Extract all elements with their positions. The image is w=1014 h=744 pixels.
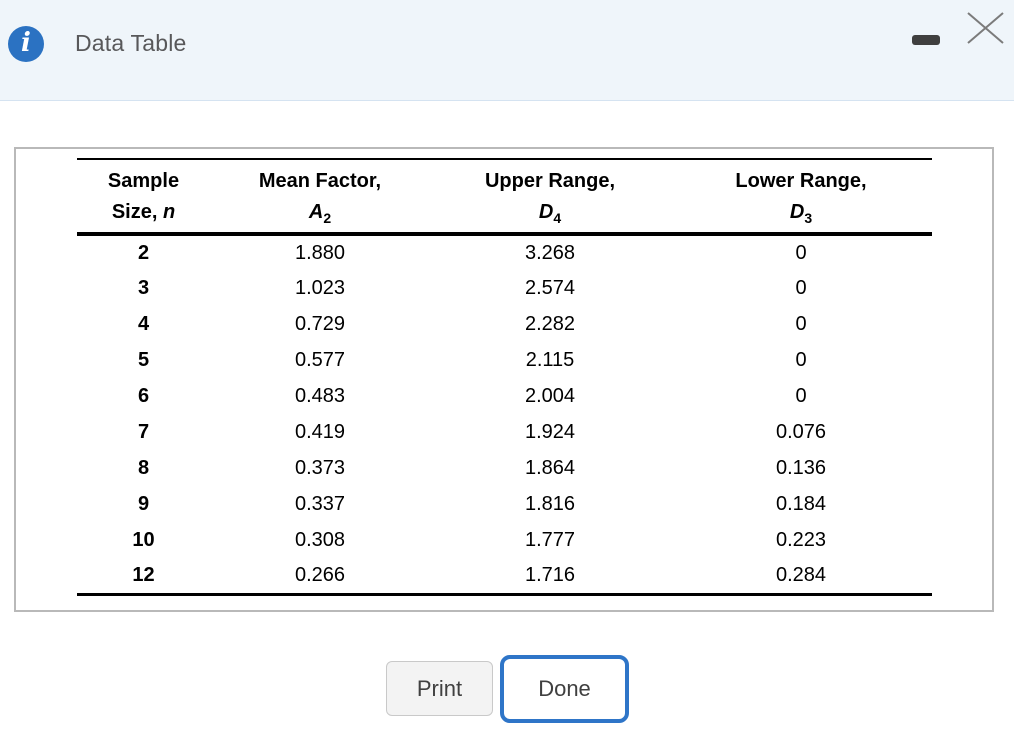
print-button[interactable]: Print [386, 661, 493, 716]
table-row: 4 0.729 2.282 0 [77, 306, 932, 342]
table-row: 2 1.880 3.268 0 [77, 234, 932, 270]
sample-size-cell: 12 [132, 563, 155, 586]
dialog-title: Data Table [75, 30, 187, 56]
sample-size-cell: 7 [137, 420, 150, 443]
factor-value-cell: 0 [795, 348, 807, 371]
factor-value-cell: 1.924 [524, 420, 576, 443]
sample-size-cell: 8 [137, 456, 150, 479]
column-header: Sample Size, n [77, 159, 210, 236]
factor-value-cell: 0.373 [294, 456, 346, 479]
factor-value-cell: 2.574 [524, 276, 576, 299]
factor-value-cell: 0.076 [775, 420, 827, 443]
table-row: 7 0.419 1.924 0.076 [77, 414, 932, 450]
factor-value-cell: 0 [795, 241, 807, 264]
factor-value-cell: 0.308 [294, 528, 346, 551]
factor-value-cell: 0.729 [294, 312, 346, 335]
factor-value-cell: 1.716 [524, 563, 576, 586]
factor-value-cell: 1.864 [524, 456, 576, 479]
factor-value-cell: 1.777 [524, 528, 576, 551]
sample-size-cell: 9 [137, 492, 150, 515]
factor-value-cell: 0 [795, 384, 807, 407]
info-icon: i [8, 26, 44, 62]
factor-value-cell: 0.577 [294, 348, 346, 371]
factor-value-cell: 2.004 [524, 384, 576, 407]
factor-value-cell: 0 [795, 276, 807, 299]
sample-size-cell: 6 [137, 384, 150, 407]
factor-value-cell: 0.223 [775, 528, 827, 551]
data-table-panel: Sample Size, n Mean Factor, A2 Upper Range, D… [14, 147, 994, 612]
table-row: 9 0.337 1.816 0.184 [77, 486, 932, 522]
table-row: 6 0.483 2.004 0 [77, 378, 932, 414]
sample-size-cell: 4 [137, 312, 150, 335]
table-body: 2 1.880 3.268 0 3 1.023 2.574 0 4 0.729 2.282 0 5 0.5… [77, 234, 932, 594]
sample-size-cell: 3 [137, 276, 150, 299]
table-row: 8 0.373 1.864 0.136 [77, 450, 932, 486]
factor-value-cell: 0.337 [294, 492, 346, 515]
factor-value-cell: 1.880 [294, 241, 346, 264]
factor-value-cell: 0.266 [294, 563, 346, 586]
factor-value-cell: 2.115 [525, 348, 575, 371]
factor-value-cell: 2.282 [524, 312, 576, 335]
sample-size-cell: 5 [137, 348, 150, 371]
table-row: 5 0.577 2.115 0 [77, 342, 932, 378]
factor-value-cell: 0 [795, 312, 807, 335]
column-header: Lower Range, D3 [670, 159, 932, 236]
minimize-button[interactable] [912, 35, 940, 45]
table-row: 10 0.308 1.777 0.223 [77, 522, 932, 558]
column-header: Mean Factor, A2 [210, 159, 430, 236]
table-row: 3 1.023 2.574 0 [77, 270, 932, 306]
sample-size-cell: 10 [132, 528, 155, 551]
factor-value-cell: 1.023 [294, 276, 346, 299]
table-row: 12 0.266 1.716 0.284 [77, 558, 932, 594]
column-header: Upper Range, D4 [430, 159, 670, 236]
table-header-row: Sample Size, n Mean Factor, A2 Upper Range, D… [77, 159, 932, 236]
done-button[interactable]: Done [500, 655, 629, 723]
factor-value-cell: 0.483 [294, 384, 346, 407]
factor-value-cell: 0.136 [775, 456, 827, 479]
factor-value-cell: 0.184 [775, 492, 827, 515]
factor-value-cell: 1.816 [524, 492, 576, 515]
close-icon[interactable] [966, 11, 1005, 45]
control-chart-factors-table: Sample Size, n Mean Factor, A2 Upper Range, D… [77, 158, 932, 596]
factor-value-cell: 0.284 [775, 563, 827, 586]
sample-size-cell: 2 [137, 241, 150, 264]
dialog-header: i Data Table [0, 0, 1014, 101]
factor-value-cell: 3.268 [524, 241, 576, 264]
factor-value-cell: 0.419 [294, 420, 346, 443]
